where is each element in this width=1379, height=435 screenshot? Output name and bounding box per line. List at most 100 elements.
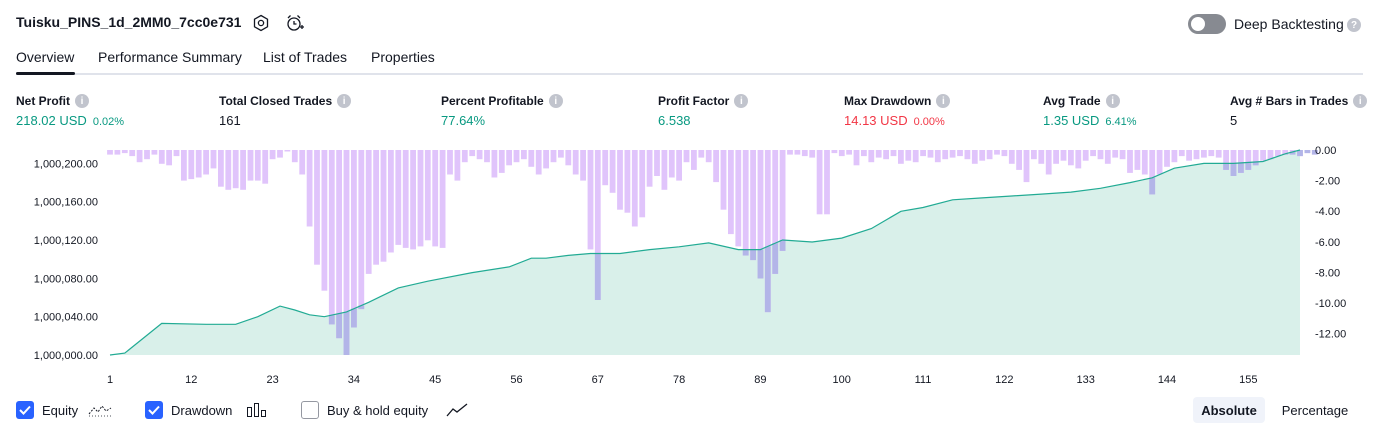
drawdown-bar	[1090, 150, 1096, 157]
metric-avg-bars-label: Avg # Bars in Trades i	[1230, 94, 1368, 108]
equity-line-icon	[88, 402, 112, 423]
right-axis-tick: -6.00	[1315, 237, 1340, 249]
drawdown-bar	[801, 150, 808, 157]
drawdown-bar	[720, 150, 727, 210]
drawdown-bar	[136, 150, 143, 163]
drawdown-bar	[1215, 150, 1222, 158]
x-axis-tick: 122	[995, 374, 1013, 386]
drawdown-bar	[247, 150, 254, 181]
drawdown-bar	[151, 150, 158, 155]
right-axis-tick: -8.00	[1315, 267, 1340, 279]
drawdown-bar	[498, 150, 505, 173]
drawdown-bar	[1201, 150, 1207, 158]
drawdown-bar	[1141, 150, 1148, 175]
drawdown-bar	[188, 150, 195, 180]
drawdown-bar	[461, 150, 468, 163]
drawdown-bar	[521, 150, 527, 160]
info-icon[interactable]: i	[1105, 94, 1120, 108]
drawdown-bar	[1260, 150, 1266, 161]
drawdown-bar	[373, 150, 379, 265]
drawdown-bar	[757, 150, 764, 279]
drawdown-bar	[410, 150, 416, 250]
drawdown-bar	[898, 150, 904, 164]
active-tab-indicator	[16, 72, 75, 75]
drawdown-bar	[853, 150, 860, 166]
drawdown-bar-overlap	[757, 249, 764, 279]
drawdown-bar	[1016, 150, 1022, 170]
drawdown-bar	[617, 150, 623, 210]
drawdown-bar	[528, 150, 535, 167]
drawdown-bar	[432, 150, 439, 247]
drawdown-bar-overlap	[1304, 150, 1311, 154]
drawdown-bar	[402, 150, 409, 248]
info-icon[interactable]: i	[75, 94, 89, 108]
drawdown-bar	[1252, 150, 1259, 166]
drawdown-bar	[683, 150, 690, 163]
drawdown-bar	[676, 150, 682, 181]
settings-icon[interactable]	[250, 12, 272, 34]
equity-drawdown-chart[interactable]: 1,000,200.00 1,000,160.00 1,000,120.00 1,00…	[0, 140, 1379, 390]
drawdown-bar	[558, 150, 564, 158]
drawdown-bar	[713, 150, 719, 183]
drawdown-bar	[809, 150, 816, 158]
drawdown-bar	[1112, 150, 1119, 158]
drawdown-bar-overlap	[1230, 163, 1237, 176]
tab-properties[interactable]: Properties	[371, 49, 435, 65]
drawdown-bar	[861, 150, 867, 157]
equity-legend-label[interactable]: Equity	[42, 403, 79, 418]
drawdown-bar	[912, 150, 919, 163]
x-axis-tick: 67	[592, 374, 604, 386]
drawdown-bar	[957, 150, 963, 157]
metric-net-profit-value: 218.02 USD 0.02%	[16, 113, 125, 128]
drawdown-bar-overlap	[1252, 162, 1259, 166]
info-icon[interactable]: i	[1353, 94, 1368, 108]
drawdown-bar	[831, 150, 838, 154]
drawdown-bar	[1075, 150, 1082, 169]
drawdown-bar	[994, 150, 1000, 155]
drawdown-bar	[336, 150, 342, 339]
drawdown-bar	[883, 150, 889, 160]
buy-hold-checkbox[interactable]	[301, 401, 319, 419]
percentage-mode-button[interactable]: Percentage	[1281, 402, 1349, 418]
drawdown-bar	[971, 150, 978, 164]
drawdown-bar	[624, 150, 631, 213]
equity-checkbox[interactable]	[16, 401, 34, 419]
absolute-mode-button[interactable]: Absolute	[1193, 397, 1265, 423]
drawdown-bar	[476, 150, 483, 160]
drawdown-bar-overlap	[764, 246, 771, 313]
tab-performance-summary[interactable]: Performance Summary	[98, 49, 242, 65]
drawdown-bar	[1238, 150, 1244, 173]
drawdown-bar	[1060, 150, 1067, 161]
drawdown-bar-overlap	[742, 249, 749, 256]
drawdown-bar	[868, 150, 875, 163]
right-axis-tick: -4.00	[1315, 206, 1340, 218]
metric-avg-bars-value: 5	[1230, 113, 1238, 128]
deep-backtesting-toggle[interactable]	[1188, 14, 1226, 34]
drawdown-bar	[1171, 150, 1178, 163]
tab-overview[interactable]: Overview	[16, 49, 75, 65]
drawdown-bar	[203, 150, 209, 175]
info-icon[interactable]: i	[734, 94, 749, 108]
tab-list-of-trades[interactable]: List of Trades	[263, 49, 348, 65]
left-axis-tick: 1,000,000.00	[34, 350, 98, 362]
x-axis-tick: 1	[107, 374, 113, 386]
drawdown-bar	[277, 150, 283, 158]
add-alert-icon[interactable]	[284, 12, 306, 34]
buy-hold-line-icon	[446, 402, 468, 423]
drawdown-legend-label[interactable]: Drawdown	[171, 403, 233, 418]
x-axis-tick: 34	[348, 374, 360, 386]
x-axis-tick: 144	[1158, 374, 1176, 386]
deep-backtesting-help-icon[interactable]: ?	[1347, 18, 1361, 32]
drawdown-bar-overlap	[1297, 150, 1303, 157]
drawdown-bar	[358, 150, 365, 310]
drawdown-checkbox[interactable]	[145, 401, 163, 419]
drawdown-bar	[506, 150, 512, 166]
drawdown-bar	[1023, 150, 1030, 183]
info-icon[interactable]: i	[337, 94, 352, 108]
info-icon[interactable]: i	[548, 94, 563, 108]
buy-hold-legend-label[interactable]: Buy & hold equity	[327, 403, 429, 418]
metric-percent-profitable-label: Percent Profitable i	[441, 94, 563, 108]
info-icon[interactable]: i	[936, 94, 951, 108]
left-axis-tick: 1,000,200.00	[34, 158, 98, 170]
drawdown-bar	[934, 150, 941, 163]
